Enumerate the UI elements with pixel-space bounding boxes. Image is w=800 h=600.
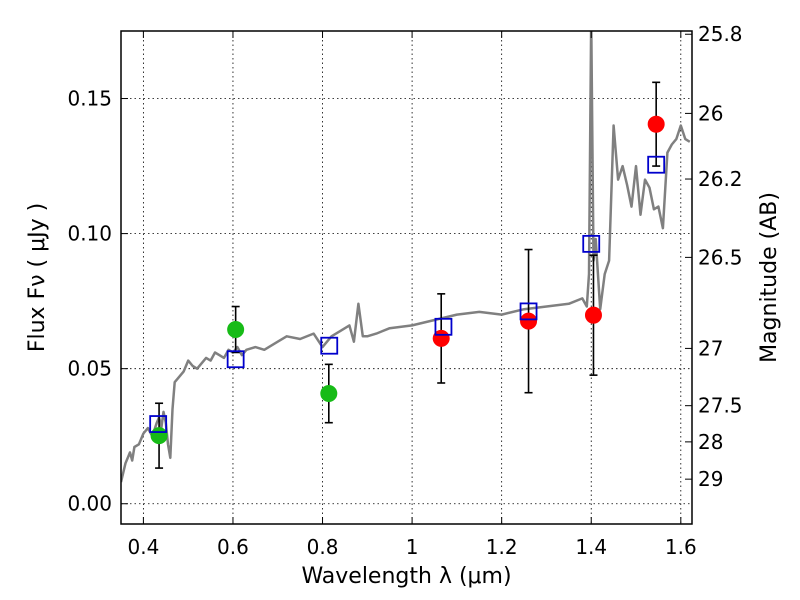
data-point-circle	[584, 306, 602, 324]
data-point-circle	[320, 385, 338, 403]
spectrum-line	[121, 31, 691, 483]
y-tick-label: 0.15	[67, 87, 112, 111]
model-point-square	[320, 336, 339, 355]
data-point-circle	[150, 427, 168, 445]
model-point-square	[434, 317, 453, 336]
y-tick-label: 0.00	[67, 492, 112, 516]
model-point-square	[226, 350, 245, 369]
data-point-circle	[227, 321, 245, 339]
ticks-layer: 0.4 0.6 0.8 1 1.2 1.4 1.6 0.00 0.05 0.10 0.15 25.8 2…	[67, 22, 742, 559]
data-point-circle	[647, 115, 665, 133]
y2-tick-label: 25.8	[698, 22, 743, 46]
x-tick-label: 1	[406, 535, 419, 559]
model-point-square	[582, 234, 601, 253]
y2-tick-label: 26.2	[698, 167, 743, 191]
error-bars-layer	[155, 81, 661, 469]
x-tick-label: 0.6	[217, 535, 249, 559]
y2-tick-label: 26.5	[698, 245, 743, 269]
data-point-circle	[520, 312, 538, 330]
y-tick-label: 0.10	[67, 222, 112, 246]
grid-lines	[121, 31, 692, 524]
x-tick-label: 1.6	[665, 535, 697, 559]
y2-tick-label: 29	[698, 467, 723, 491]
y2-axis-label: Magnitude (AB)	[757, 192, 782, 363]
plot-frame	[120, 30, 693, 525]
markers-layer	[149, 115, 666, 445]
x-tick-label: 0.8	[307, 535, 339, 559]
y2-tick-label: 27	[698, 336, 723, 360]
y2-tick-label: 27.5	[698, 394, 743, 418]
model-point-square	[519, 302, 538, 321]
model-point-square	[149, 415, 168, 433]
x-tick-label: 0.4	[127, 535, 159, 559]
x-axis-label: Wavelength λ (μm)	[301, 564, 511, 589]
y-axis-label: Flux Fν ( μJy )	[25, 203, 50, 352]
y2-tick-label: 28	[698, 430, 723, 454]
spectrum-layer	[121, 31, 691, 483]
y-tick-label: 0.05	[67, 357, 112, 381]
model-point-square	[647, 155, 666, 174]
y2-tick-label: 26	[698, 101, 723, 125]
x-tick-label: 1.4	[575, 535, 607, 559]
x-tick-label: 1.2	[486, 535, 518, 559]
